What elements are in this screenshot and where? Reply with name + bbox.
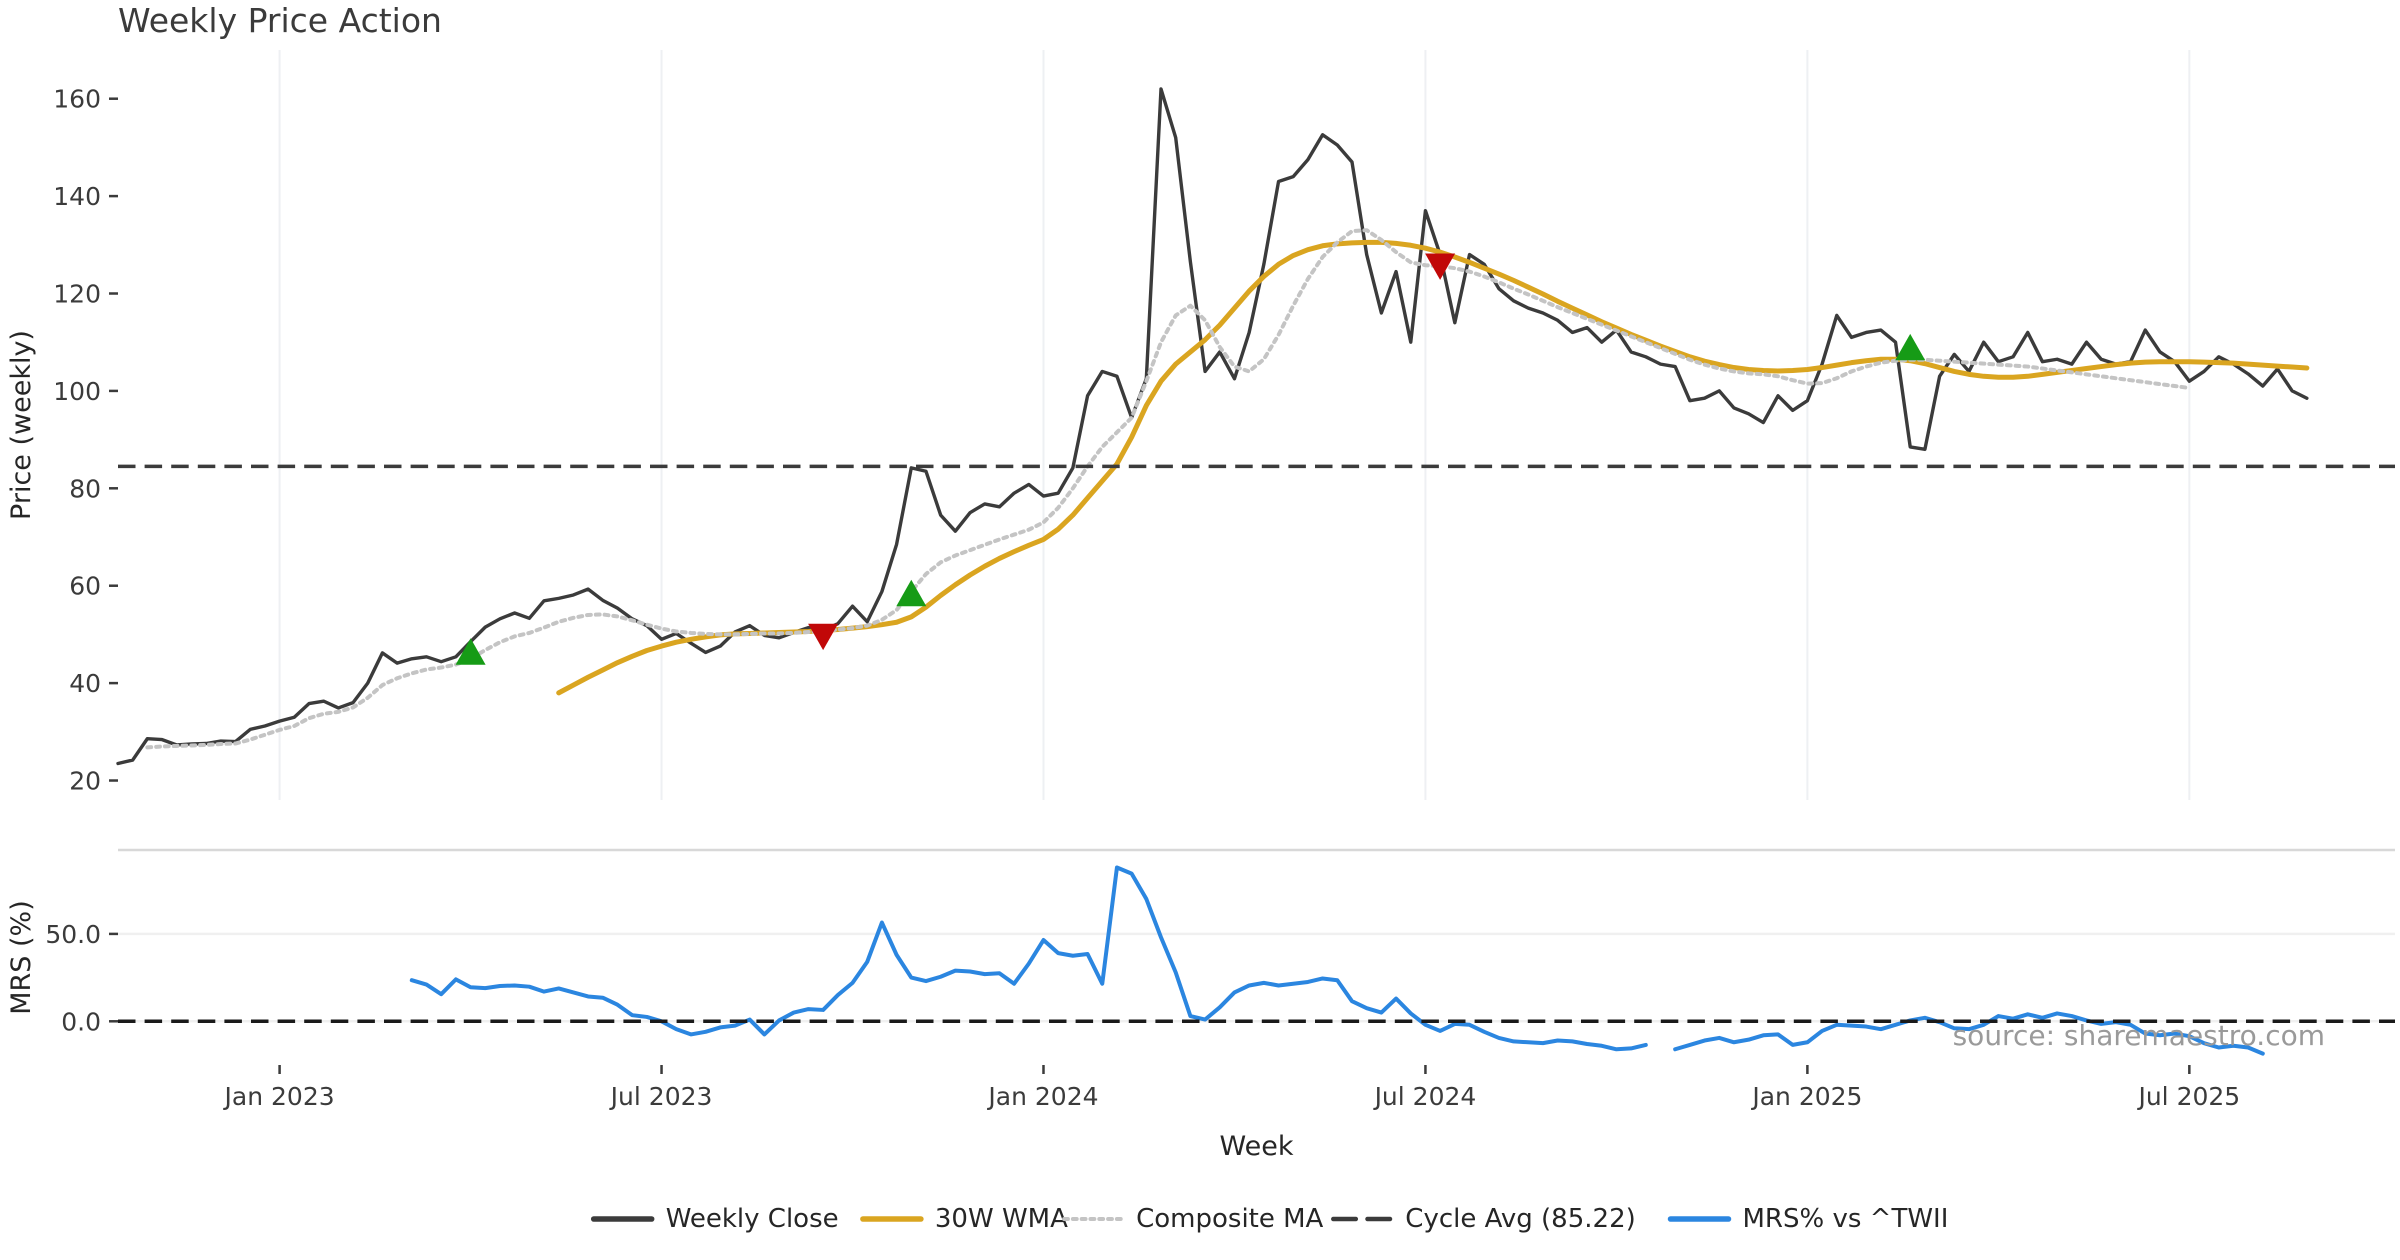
price-ytick-label-5: 120 (53, 280, 101, 309)
legend-label-1: 30W WMA (935, 1204, 1068, 1234)
mrs-panel-axis: 0.0 50.0 MRS (%) (6, 900, 118, 1036)
sell-signal-marker-3 (1425, 253, 1456, 280)
price-ytick-label-4: 100 (53, 377, 101, 406)
price-ytick-label-3: 80 (69, 474, 101, 503)
xtick-label-5: Jul 2025 (2136, 1082, 2240, 1111)
x-axis-label: Week (1220, 1131, 1294, 1162)
xtick-label-1: Jul 2023 (609, 1082, 713, 1111)
legend-label-3: Cycle Avg (85.22) (1405, 1204, 1635, 1234)
chart-title: Weekly Price Action (118, 1, 442, 40)
x-axis: Jan 2023 Jul 2023 Jan 2024 Jul 2024 Jan 2025… (223, 1065, 2240, 1162)
series-weekly-close (116, 87, 2309, 766)
xtick-label-2: Jan 2024 (986, 1082, 1098, 1111)
mrs-ytick-label-0: 0.0 (61, 1007, 101, 1036)
chart-title-group: Weekly Price Action (118, 1, 442, 40)
price-panel-axis: 20 40 60 80 100 120 140 160 Price (weekly) (6, 85, 118, 796)
watermark: source: sharemaestro.com (1953, 1019, 2325, 1052)
xtick-label-4: Jan 2025 (1750, 1082, 1862, 1111)
buy-signal-marker-2 (896, 579, 927, 607)
price-panel-series (116, 87, 2310, 766)
price-panel-gridlines (278, 50, 2191, 800)
legend-label-0: Weekly Close (666, 1204, 839, 1234)
series-mrs-vs-twii (409, 865, 2265, 1056)
chart-legend: Weekly Close 30W WMA Composite MA Cycle Avg… (590, 1204, 1949, 1234)
price-ytick-label-6: 140 (53, 182, 101, 211)
xtick-label-3: Jul 2024 (1373, 1082, 1477, 1111)
price-ytick-label-2: 60 (69, 572, 101, 601)
buy-signal-marker-4 (1895, 333, 1926, 361)
mrs-panel-series (409, 865, 2265, 1056)
xtick-label-0: Jan 2023 (223, 1082, 335, 1111)
mrs-ytick-label-1: 50.0 (45, 920, 101, 949)
legend-label-2: Composite MA (1136, 1204, 1323, 1234)
price-ytick-label-0: 20 (69, 767, 101, 796)
buy-signal-marker-0 (455, 638, 486, 665)
series-composite-ma (145, 228, 2192, 750)
mrs-axis-label: MRS (%) (6, 900, 37, 1015)
signal-markers (455, 253, 1926, 665)
watermark-label: source: sharemaestro.com (1953, 1019, 2325, 1052)
legend-label-4: MRS% vs ^TWII (1743, 1204, 1949, 1234)
price-ytick-label-7: 160 (53, 85, 101, 114)
sell-signal-marker-1 (808, 623, 839, 651)
price-ytick-label-1: 40 (69, 669, 101, 698)
price-axis-label: Price (weekly) (6, 330, 37, 520)
